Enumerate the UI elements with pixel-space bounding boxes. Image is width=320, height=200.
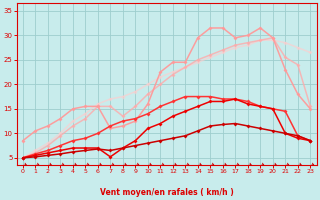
X-axis label: Vent moyen/en rafales ( km/h ): Vent moyen/en rafales ( km/h ) xyxy=(100,188,234,197)
